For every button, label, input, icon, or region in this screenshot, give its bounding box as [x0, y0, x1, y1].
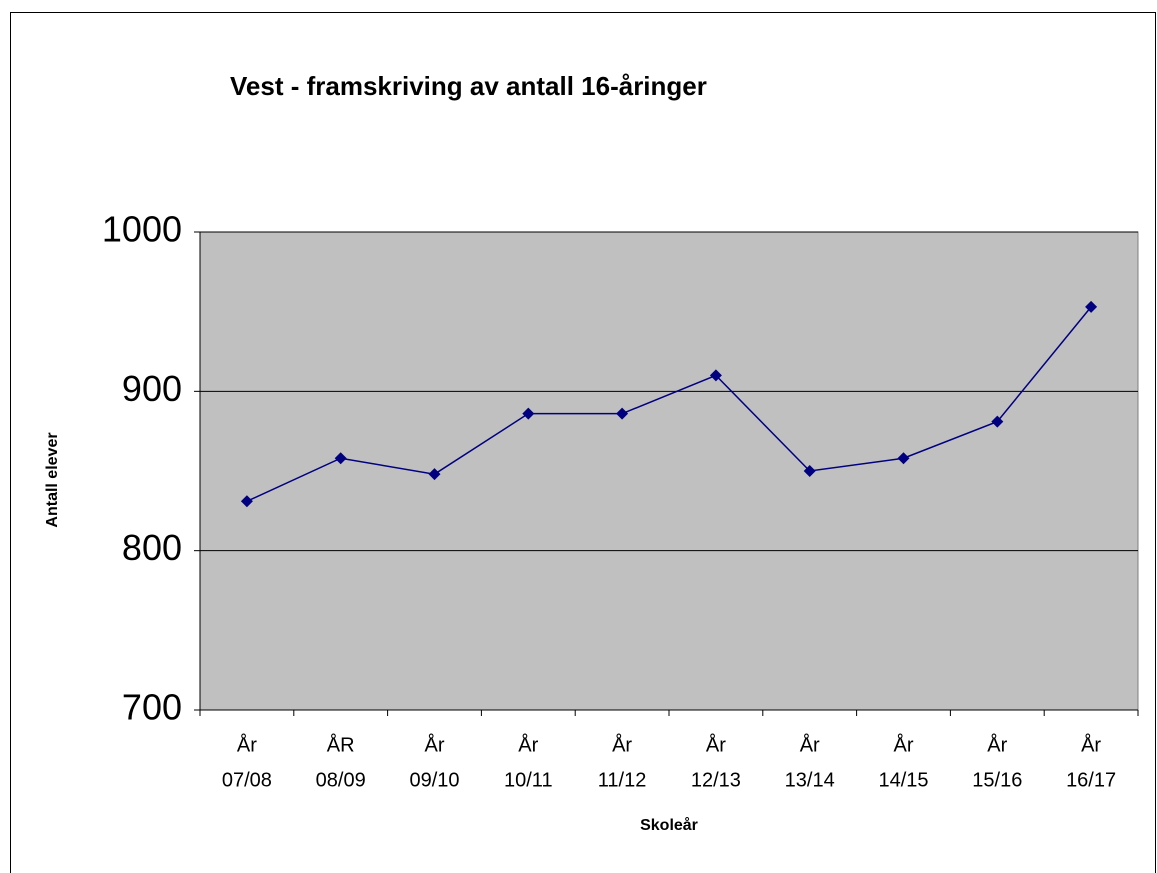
x-tick-label: 11/12 [598, 769, 647, 791]
data-point [616, 407, 629, 420]
x-tick-label: ÅR [327, 733, 355, 756]
data-point [897, 452, 910, 465]
x-axis-label: Skoleår [640, 816, 698, 834]
x-tick-label: År [706, 733, 726, 756]
x-tick-label: År [237, 733, 257, 756]
y-tick-label: 900 [122, 368, 182, 409]
x-tick-label: År [894, 733, 914, 756]
data-point [991, 415, 1004, 428]
data-point [334, 452, 347, 465]
x-tick-label: År [612, 733, 632, 756]
x-tick-label: 14/15 [878, 769, 928, 791]
data-point [428, 468, 441, 481]
data-point [803, 465, 816, 477]
x-tick-label: 16/17 [1066, 769, 1116, 791]
data-point [1085, 300, 1098, 313]
data-point [709, 369, 722, 382]
plot-area [199, 231, 1139, 711]
x-tick-label: 07/08 [222, 769, 272, 791]
chart-title: Vest - framskriving av antall 16-åringer [230, 71, 707, 101]
y-tick-label: 800 [122, 527, 182, 568]
x-tick-label: År [800, 733, 820, 756]
x-tick-label: År [987, 733, 1007, 756]
x-tick-label: År [1081, 733, 1101, 756]
x-tick-label: 08/09 [316, 769, 366, 791]
x-tick-label: År [518, 733, 538, 756]
data-point [522, 407, 535, 420]
x-tick-label: År [425, 733, 445, 756]
x-tick-label: 12/13 [691, 769, 741, 791]
x-tick-label: 13/14 [785, 769, 835, 791]
x-tick-label: 15/16 [972, 769, 1022, 791]
y-tick-label: 1000 [102, 209, 182, 250]
y-axis-label: Antall elever [44, 432, 61, 527]
data-point [240, 495, 253, 508]
y-tick-label: 700 [122, 687, 182, 728]
x-tick-label: 10/11 [504, 769, 553, 791]
x-tick-label: 09/10 [409, 769, 459, 791]
data-line [246, 306, 1092, 502]
